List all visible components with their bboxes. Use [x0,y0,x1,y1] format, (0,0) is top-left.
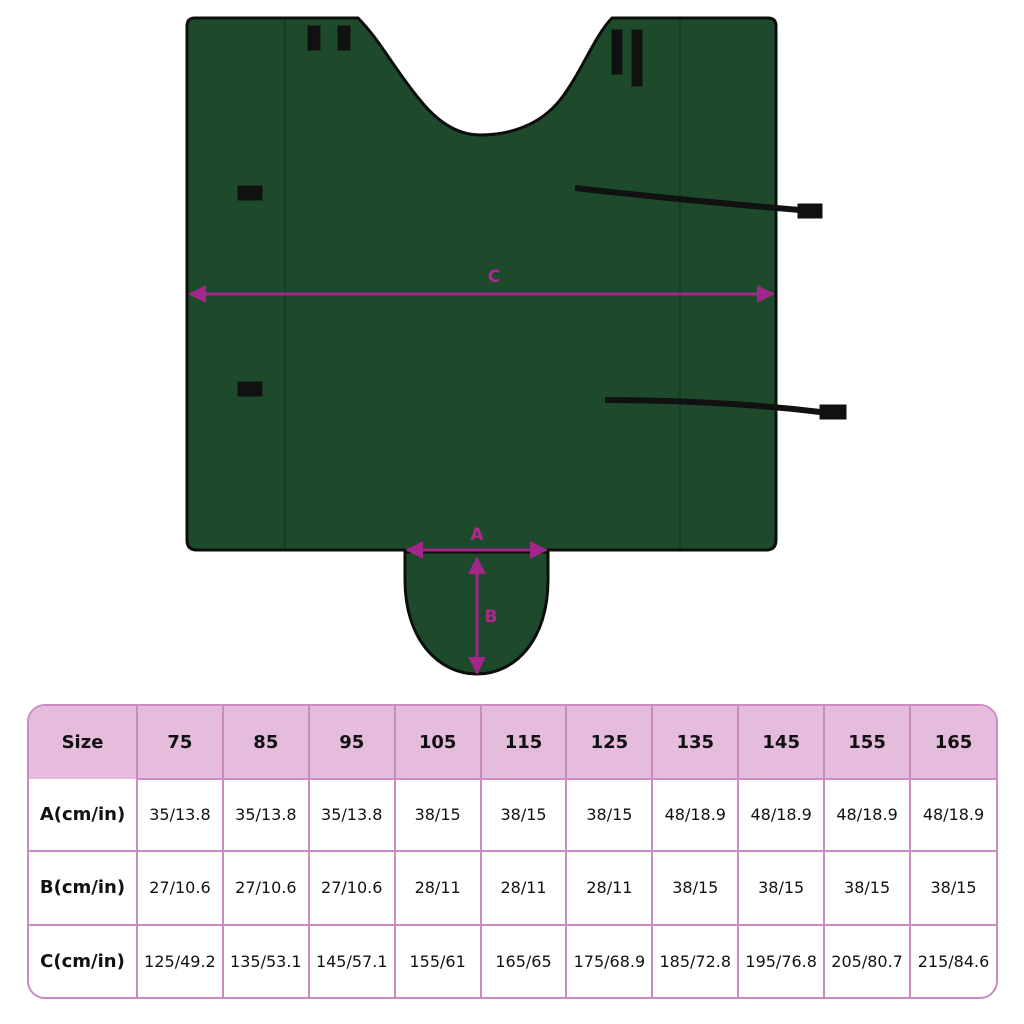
header-cell: 85 [221,706,310,779]
table-cell: 175/68.9 [565,924,654,997]
header-cell: 95 [307,706,396,779]
table-cell: 38/15 [565,778,654,852]
table-cell: 165/65 [479,924,568,997]
table-cell: 38/15 [651,849,740,927]
table-row: A(cm/in) 35/13.8 35/13.8 35/13.8 38/15 38/15 3… [29,778,996,852]
row-label: C(cm/in) [29,924,138,997]
table-cell: 185/72.8 [651,924,740,997]
table-cell: 28/11 [479,849,568,927]
table-cell: 48/18.9 [651,778,740,852]
header-cell: 145 [737,706,826,779]
header-cell: 115 [479,706,568,779]
table-cell: 48/18.9 [909,778,996,852]
table-header-row: Size 75 85 95 105 115 125 135 145 155 16… [29,706,996,779]
table-cell: 38/15 [823,849,912,927]
blanket-body [185,16,778,552]
row-label: A(cm/in) [29,779,138,852]
table-cell: 38/15 [909,849,996,927]
header-cell: 105 [393,706,482,779]
table-cell: 27/10.6 [136,849,224,927]
table-cell: 38/15 [479,778,568,852]
table-cell: 28/11 [393,849,482,927]
table-cell: 48/18.9 [737,778,826,852]
table-cell: 195/76.8 [737,924,826,997]
table-cell: 205/80.7 [823,924,912,997]
header-cell: 75 [136,706,224,779]
table-cell: 125/49.2 [136,924,224,997]
table-cell: 35/13.8 [136,778,224,852]
header-cell: 125 [565,706,654,779]
header-cell: 155 [823,706,912,779]
table-cell: 155/61 [393,924,482,997]
table-cell: 215/84.6 [909,924,996,997]
dimension-b-label: B [485,607,498,627]
table-cell: 38/15 [737,849,826,927]
table-row: C(cm/in) 125/49.2 135/53.1 145/57.1 155/61 16… [29,924,996,997]
header-cell: 135 [651,706,740,779]
dimension-a-label: A [470,525,484,545]
blanket-diagram: C A B [185,16,847,676]
table-cell: 38/15 [393,778,482,852]
table-cell: 27/10.6 [221,849,310,927]
table-row: B(cm/in) 27/10.6 27/10.6 27/10.6 28/11 28/11 2… [29,849,996,927]
table-cell: 35/13.8 [221,778,310,852]
table-cell: 145/57.1 [307,924,396,997]
dimension-c-label: C [488,267,500,287]
header-cell: 165 [909,706,996,779]
header-cell: Size [29,706,138,779]
table-cell: 35/13.8 [307,778,396,852]
table-cell: 135/53.1 [221,924,310,997]
table-cell: 27/10.6 [307,849,396,927]
table-cell: 28/11 [565,849,654,927]
table-cell: 48/18.9 [823,778,912,852]
strap-buckles [237,25,847,420]
row-label: B(cm/in) [29,849,138,927]
size-chart-table: Size 75 85 95 105 115 125 135 145 155 16… [27,704,998,999]
